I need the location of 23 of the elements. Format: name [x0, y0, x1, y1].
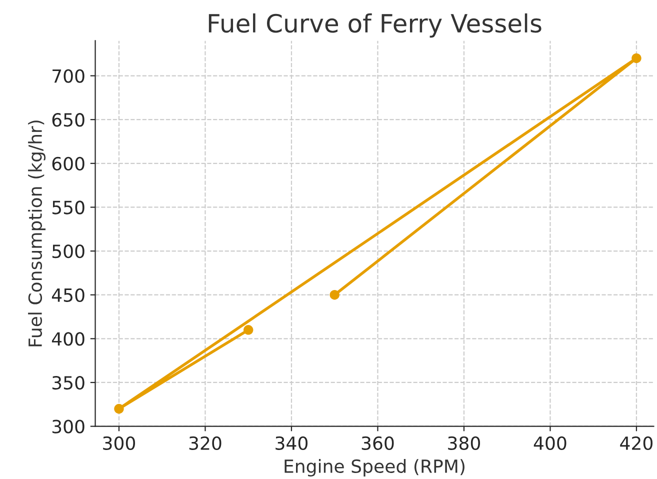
y-tick-label: 500: [52, 244, 84, 258]
x-tick-label: 380: [448, 436, 480, 450]
point: [243, 325, 254, 335]
x-tick-label: 340: [276, 436, 308, 450]
point: [632, 53, 642, 64]
x-tick-label: 400: [534, 436, 566, 450]
x-tick-label: 300: [103, 436, 136, 450]
y-tick-label: 300: [52, 420, 84, 434]
y-tick-label: 650: [52, 113, 84, 127]
x-tick-label: 320: [189, 436, 222, 450]
y-axis-title: Fuel Consumption (kg/hr): [28, 120, 46, 346]
x-axis-title: Engine Speed (RPM): [284, 459, 464, 477]
x-tick-label: 420: [620, 436, 652, 450]
y-tick-label: 350: [52, 376, 84, 390]
y-tick-label: 400: [52, 332, 84, 346]
x-tick-label: 360: [362, 436, 394, 450]
y-tick-label: 600: [52, 156, 84, 171]
chart-title: Fuel Curve of Ferry Vessels: [208, 13, 542, 38]
point: [114, 404, 124, 414]
point: [330, 290, 340, 300]
y-tick-label: 550: [52, 200, 84, 214]
y-tick-label: 700: [52, 69, 84, 83]
y-tick-label: 450: [52, 288, 84, 302]
